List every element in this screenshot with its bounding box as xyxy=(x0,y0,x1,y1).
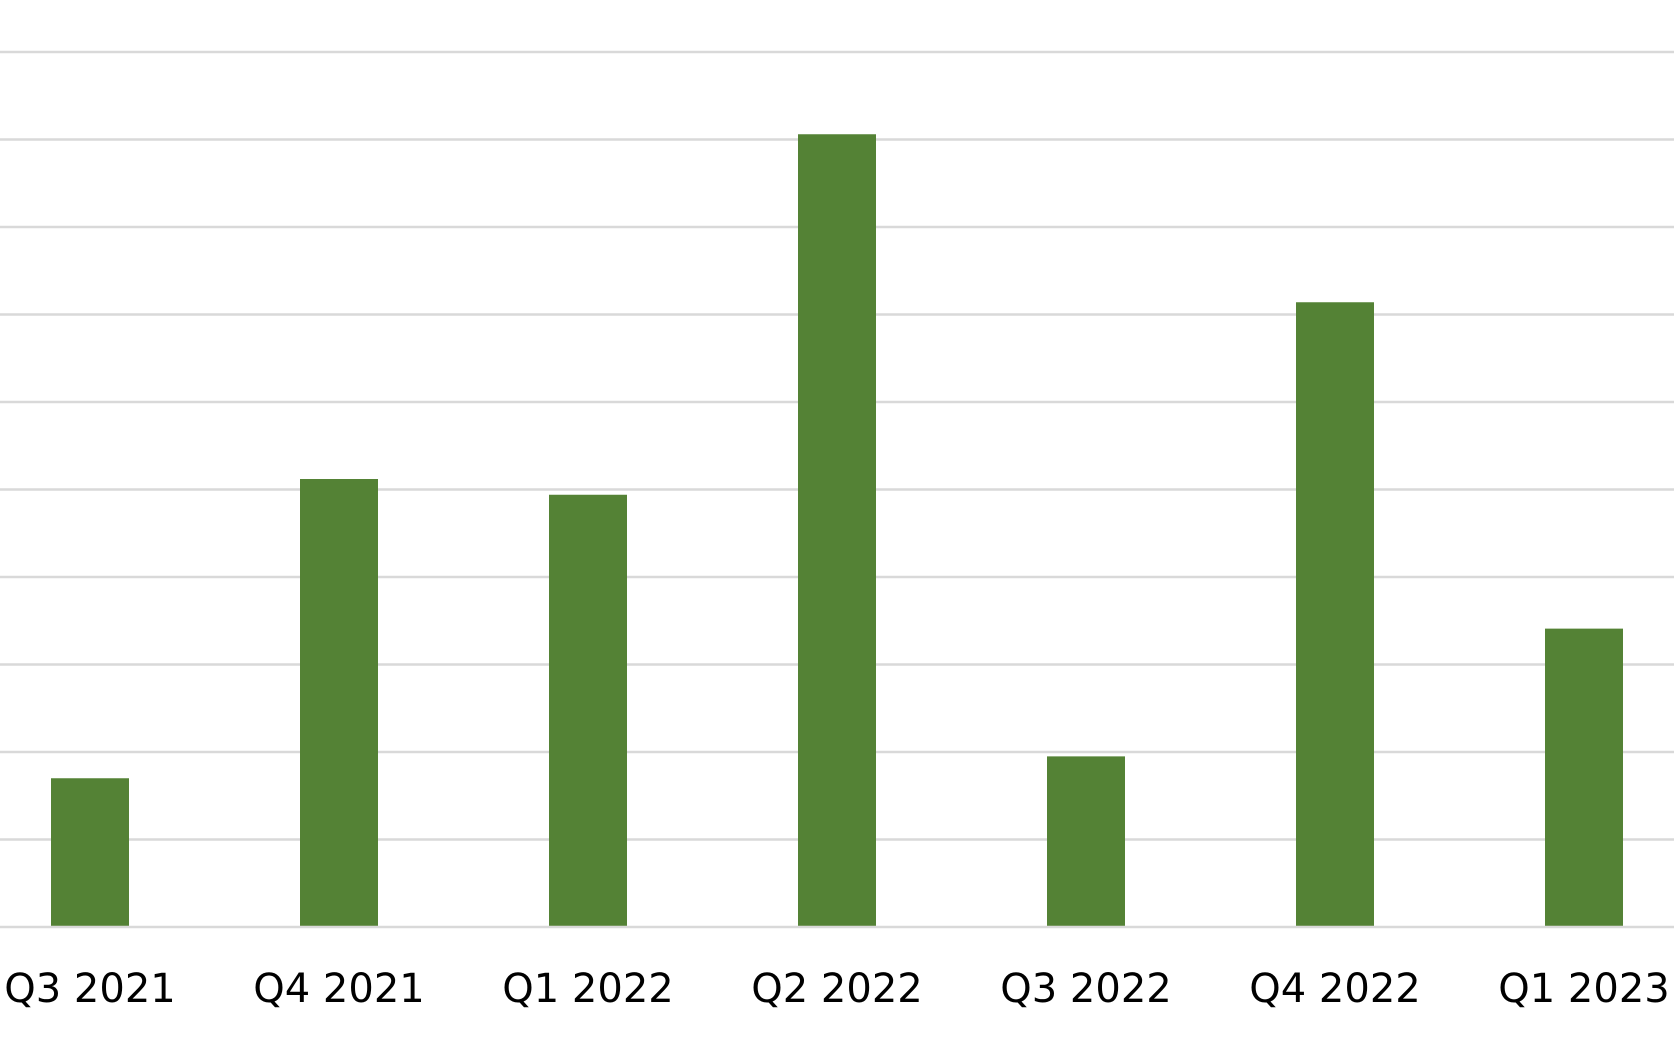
bars xyxy=(51,134,1623,927)
x-tick-label: Q4 2022 xyxy=(1249,966,1420,1012)
bar-q4-2021 xyxy=(300,479,378,927)
bar-q4-2022 xyxy=(1296,302,1374,927)
x-tick-label: Q3 2022 xyxy=(1000,966,1171,1012)
bar-q3-2022 xyxy=(1047,756,1125,927)
bar-q1-2022 xyxy=(549,494,627,927)
x-tick-label: Q1 2022 xyxy=(502,966,673,1012)
x-tick-label: Q1 2023 xyxy=(1498,966,1669,1012)
bar-q1-2023 xyxy=(1545,628,1623,927)
x-axis: Q3 2021 Q4 2021 Q1 2022 Q2 2022 Q3 2022 Q4 20… xyxy=(0,925,1674,1012)
bar-q3-2021 xyxy=(51,778,129,927)
x-tick-label: Q4 2021 xyxy=(253,966,424,1012)
x-tick-label: Q3 2021 xyxy=(4,966,175,1012)
bar-q2-2022 xyxy=(798,134,876,927)
x-tick-label: Q2 2022 xyxy=(751,966,922,1012)
